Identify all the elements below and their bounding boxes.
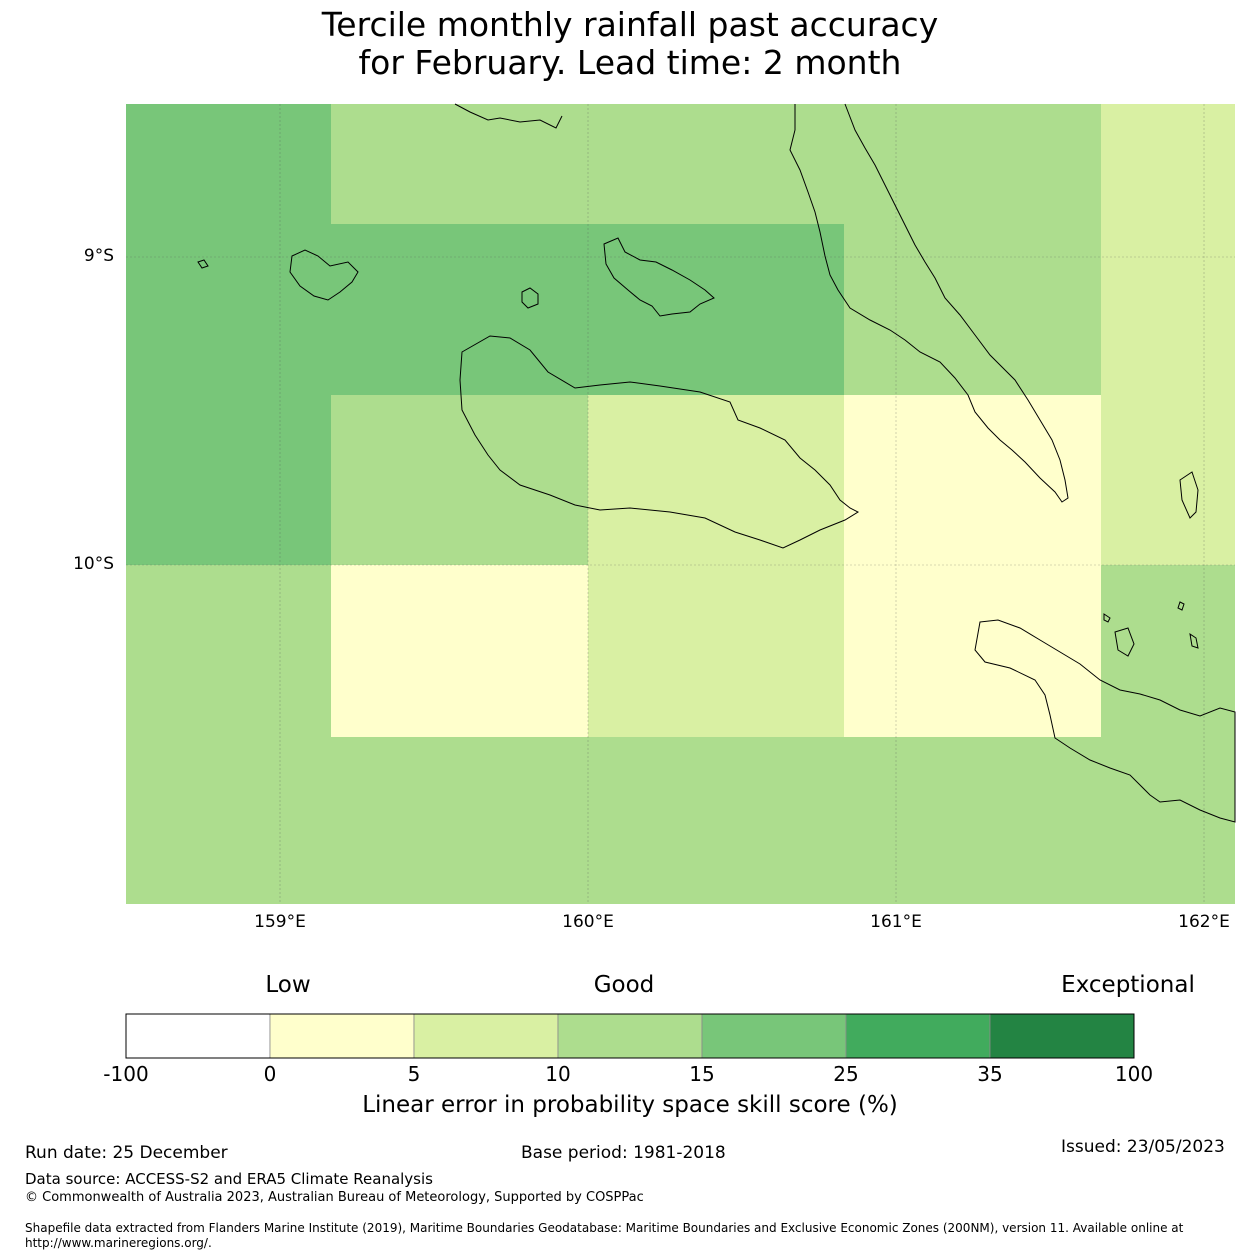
grid-cell	[1101, 565, 1235, 737]
grid-cell	[844, 565, 1101, 737]
colorbar-tick: 5	[407, 1062, 421, 1086]
coastline-florida-islands	[603, 237, 715, 317]
grid-cell	[126, 104, 331, 224]
lon-label-159e: 159°E	[254, 912, 306, 932]
graticule	[126, 104, 1235, 904]
colorbar-tick: 10	[545, 1062, 571, 1086]
grid-cell	[588, 395, 844, 565]
map-title-line1: Tercile monthly rainfall past accuracy	[321, 5, 939, 44]
grid-cell	[1101, 104, 1235, 395]
colorbar-category-low: Low	[265, 972, 311, 998]
colorbar-category-good: Good	[593, 972, 655, 998]
grid-cell	[331, 395, 588, 565]
coastline-makira	[974, 619, 1236, 823]
coastline-malaita-north	[1179, 471, 1199, 519]
run-date: Run date: 25 December	[25, 1143, 228, 1163]
lat-label-10s: 10°S	[73, 554, 114, 574]
grid-cell	[844, 224, 1101, 395]
coastline-savo	[521, 287, 539, 309]
map-title: Tercile monthly rainfall past accuracy f…	[0, 6, 1260, 82]
issued-date: Issued: 23/05/2023	[1061, 1137, 1225, 1157]
coastline-russell-islands	[289, 249, 359, 301]
colorbar-category-exceptional: Exceptional	[1061, 972, 1195, 998]
grid-cell	[126, 565, 331, 737]
colorbar-tick: 35	[977, 1062, 1003, 1086]
map-title-line2: for February. Lead time: 2 month	[358, 43, 902, 82]
coastline-guadalcanal	[459, 335, 860, 549]
coastline-islet-w	[197, 259, 209, 269]
coastline-islet-e3	[1189, 632, 1199, 649]
coastline-ngella-north	[454, 103, 563, 129]
lon-label-160e: 160°E	[562, 912, 614, 932]
coastline-ulawa	[1114, 627, 1135, 657]
skill-grid	[126, 104, 1235, 904]
colorbar-tick: 25	[833, 1062, 859, 1086]
grid-cell	[588, 565, 844, 737]
coastlines	[197, 103, 1236, 823]
lon-label-162e: 162°E	[1178, 912, 1230, 932]
colorbar-tick: 0	[263, 1062, 277, 1086]
grid-cell	[331, 224, 844, 395]
grid-cell	[126, 737, 1235, 904]
base-period: Base period: 1981-2018	[521, 1143, 726, 1163]
grid-cell	[844, 395, 1101, 565]
colorbar-tick: 15	[689, 1062, 715, 1086]
grid-cell	[331, 104, 1101, 224]
colorbar-tick: -100	[103, 1062, 149, 1086]
coastline-islet-e2	[1177, 601, 1185, 611]
coastline-santa-isabel	[789, 103, 1069, 503]
lon-label-161e: 161°E	[870, 912, 922, 932]
data-source: Data source: ACCESS-S2 and ERA5 Climate …	[25, 1170, 433, 1188]
copyright: © Commonwealth of Australia 2023, Austra…	[25, 1190, 644, 1205]
grid-cell	[1101, 395, 1235, 565]
shapefile-credit: Shapefile data extracted from Flanders M…	[25, 1221, 1184, 1250]
grid-cell	[126, 224, 331, 565]
coastline-islet-e1	[1103, 613, 1111, 623]
colorbar-tick: 100	[1114, 1062, 1154, 1086]
grid-cell	[331, 565, 588, 737]
colorbar-label: Linear error in probability space skill …	[362, 1092, 898, 1118]
lat-label-9s: 9°S	[83, 246, 114, 266]
